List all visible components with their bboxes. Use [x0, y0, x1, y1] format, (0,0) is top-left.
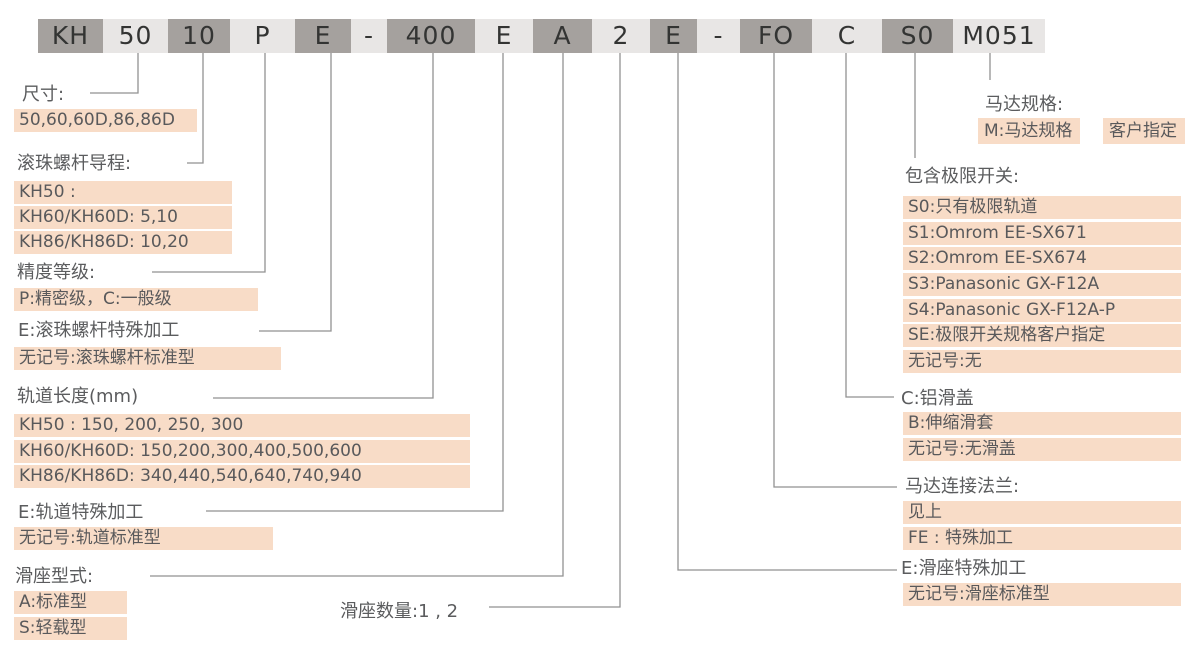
code-segment-slider-qty: 2: [592, 19, 650, 53]
section-label-slider-type: 滑座型式:: [15, 566, 94, 587]
code-segment-rail-special: E: [475, 19, 533, 53]
connector-slider-type: [150, 53, 564, 577]
code-segment-size: 50: [103, 19, 168, 53]
code-segment-slider-type: A: [533, 19, 592, 53]
option-chip: M:马达规格: [978, 118, 1081, 144]
connector-slider-special: [677, 53, 897, 571]
option-chip: 无记号:无滑盖: [903, 438, 1181, 461]
option-chip: KH50 : 150, 200, 250, 300: [14, 414, 470, 437]
option-chip: A:标准型: [14, 591, 127, 614]
code-segment-slider-special: E: [650, 19, 697, 53]
section-label-size: 尺寸:: [22, 84, 65, 105]
option-chip: KH60/KH60D: 150,200,300,400,500,600: [14, 440, 470, 463]
section-label-slider-qty: 滑座数量:1 , 2: [340, 601, 459, 622]
option-chip: KH50 :: [14, 181, 232, 204]
option-chip: S3:Panasonic GX-F12A: [903, 273, 1181, 296]
section-label-motor: 马达规格:: [985, 94, 1064, 115]
code-segment-screw-special: E: [295, 19, 351, 53]
connector-lead: [187, 53, 204, 164]
code-segment-motor: M051: [953, 19, 1045, 53]
option-chip: S0:只有极限轨道: [903, 196, 1181, 219]
option-chip: KH60/KH60D: 5,10: [14, 206, 232, 229]
code-segment-dash-1: -: [351, 19, 387, 53]
option-chip: 无记号:滚珠螺杆标准型: [14, 347, 281, 370]
option-chip: S:轻载型: [14, 617, 127, 640]
code-segment-cover: C: [812, 19, 882, 53]
connector-screw-special: [259, 53, 332, 332]
connector-slider-qty: [489, 53, 621, 608]
section-label-limit-switch: 包含极限开关:: [905, 166, 1020, 187]
option-chip: 无记号:轨道标准型: [14, 527, 273, 550]
connector-size: [90, 53, 139, 94]
option-chip: 客户指定: [1103, 118, 1185, 144]
option-chip: 50,60,60D,86,86D: [14, 109, 197, 132]
section-label-accuracy: 精度等级:: [17, 262, 96, 283]
code-segment-accuracy: P: [230, 19, 295, 53]
option-chip: 无记号:无: [903, 350, 1181, 373]
code-segment-limit-switch: S0: [882, 19, 953, 53]
section-label-cover: C:铝滑盖: [901, 388, 974, 409]
code-segment-series: KH: [38, 19, 103, 53]
option-chip: 见上: [903, 501, 1181, 524]
code-segment-lead: 10: [168, 19, 230, 53]
section-label-flange: 马达连接法兰:: [905, 476, 1020, 497]
section-label-lead: 滚珠螺杆导程:: [17, 153, 132, 174]
option-chip: S1:Omrom EE-SX671: [903, 222, 1181, 245]
option-chip: FE : 特殊加工: [903, 527, 1181, 550]
option-chip: KH86/KH86D: 340,440,540,640,740,940: [14, 465, 470, 488]
connector-flange: [773, 53, 897, 488]
option-chip: S4:Panasonic GX-F12A-P: [903, 299, 1181, 322]
option-chip: KH86/KH86D: 10,20: [14, 231, 232, 254]
option-chip: P:精密级，C:一般级: [14, 288, 258, 311]
section-label-rail-length: 轨道长度(mm): [17, 386, 139, 407]
section-label-screw-special: E:滚珠螺杆特殊加工: [18, 320, 180, 341]
code-segment-flange: FO: [740, 19, 812, 53]
section-label-slider-special: E:滑座特殊加工: [901, 558, 1027, 579]
option-chip: S2:Omrom EE-SX674: [903, 247, 1181, 270]
option-chip: SE:极限开关规格客户指定: [903, 324, 1181, 347]
option-chip: 无记号:滑座标准型: [903, 583, 1181, 606]
code-segment-rail-length: 400: [387, 19, 475, 53]
option-chip: B:伸缩滑套: [903, 412, 1181, 435]
section-label-rail-special: E:轨道特殊加工: [18, 502, 144, 523]
code-segment-dash-2: -: [697, 19, 740, 53]
connector-cover: [845, 53, 894, 398]
